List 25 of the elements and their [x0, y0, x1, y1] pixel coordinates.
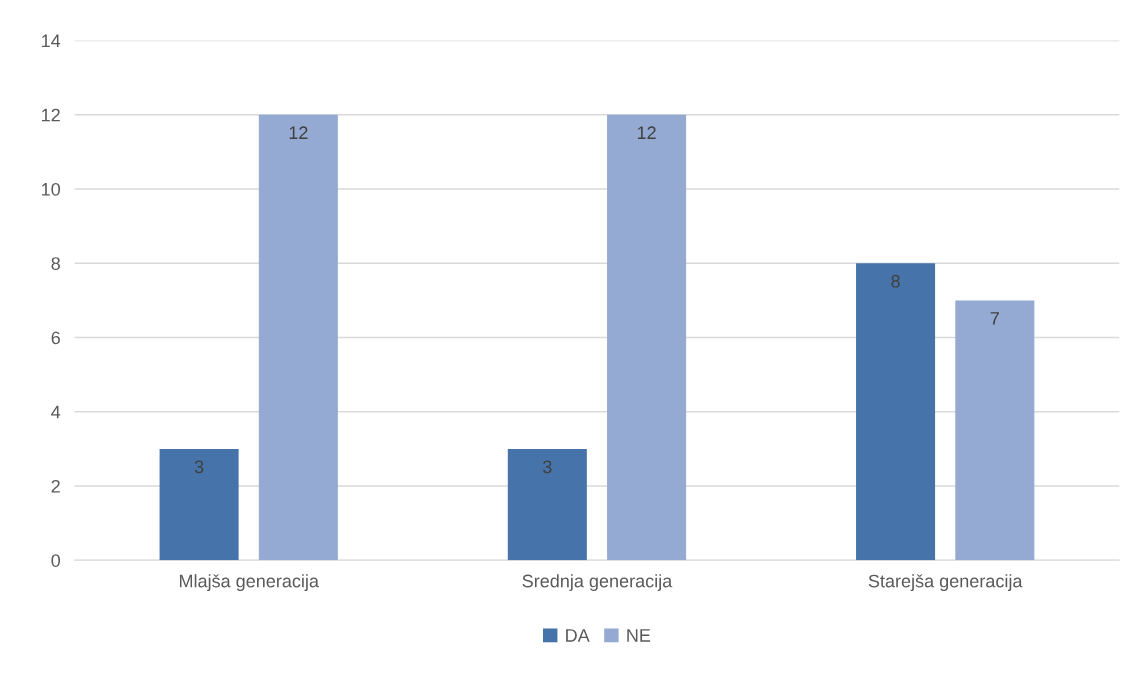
x-tick-label: Mlajša generacija — [179, 574, 319, 592]
bar — [507, 448, 587, 561]
data-label: 12 — [637, 126, 656, 139]
bar — [159, 448, 239, 561]
y-tick-label: 2 — [51, 479, 60, 493]
legend-label: NE — [627, 629, 651, 642]
bar — [955, 300, 1035, 561]
bar — [856, 263, 936, 561]
y-tick-label: 4 — [51, 405, 61, 419]
legend-label: DA — [566, 629, 590, 642]
y-tick-label: 0 — [51, 554, 61, 567]
bar — [607, 114, 687, 561]
data-label: 7 — [990, 312, 999, 325]
x-tick-label: Starejša generacija — [868, 574, 1023, 592]
y-tick-label: 10 — [42, 182, 61, 196]
y-tick-label: 6 — [51, 331, 60, 345]
data-label: 3 — [543, 460, 552, 474]
data-label: 8 — [891, 274, 900, 288]
data-label: 12 — [289, 126, 308, 139]
y-tick-label: 14 — [42, 34, 61, 48]
bar — [258, 114, 338, 561]
y-tick-label: 8 — [51, 257, 60, 270]
y-tick-label: 12 — [42, 108, 60, 122]
x-tick-label: Srednja generacija — [522, 574, 673, 591]
data-label: 3 — [194, 460, 204, 474]
